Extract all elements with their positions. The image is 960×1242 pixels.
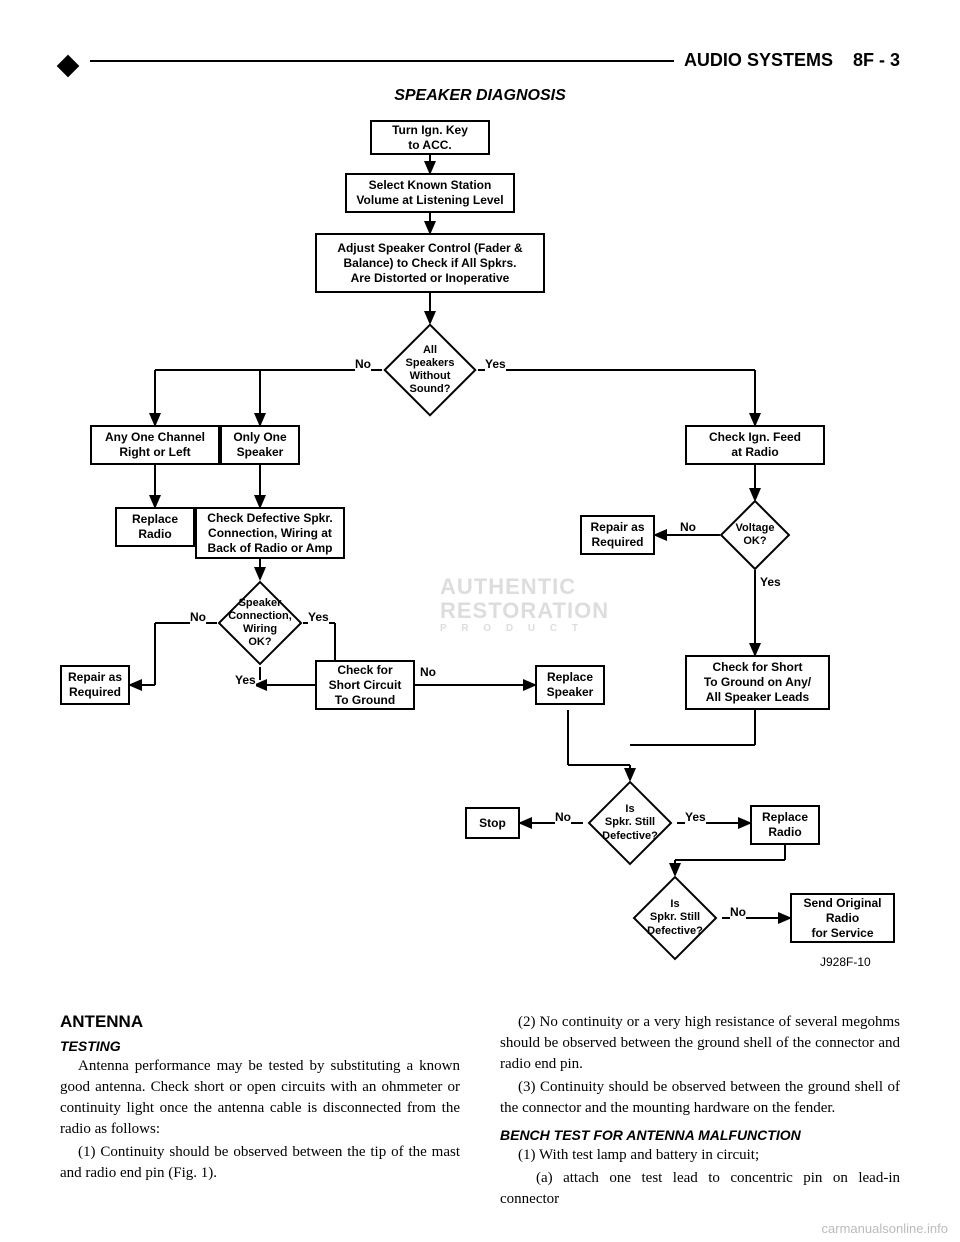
decision-wiring-ok [218,581,303,666]
node-replace-speaker: ReplaceSpeaker [535,665,605,705]
node-replace-radio-2: ReplaceRadio [750,805,820,845]
node-send-radio: Send OriginalRadiofor Service [790,893,895,943]
decision-all-speakers [383,323,476,416]
node-stop: Stop [465,807,520,839]
figure-label: J928F-10 [820,955,871,969]
node-check-short: Check forShort CircuitTo Ground [315,660,415,710]
flowchart: AUTHENTIC RESTORATION P R O D U C T [60,115,900,985]
header-text: AUDIO SYSTEMS 8F - 3 [674,50,900,71]
column-left: ANTENNA TESTING Antenna performance may … [60,1012,460,1212]
decision-still-defective-2 [633,876,718,961]
edge-no-4: No [680,520,696,534]
footer-watermark: carmanualsonline.info [822,1221,948,1236]
edge-no-3: No [420,665,436,679]
body-text: ANTENNA TESTING Antenna performance may … [60,1012,900,1212]
para-3: (2) No continuity or a very high resista… [500,1012,900,1075]
bench-test-heading: BENCH TEST FOR ANTENNA MALFUNCTION [500,1127,900,1143]
watermark-sub: P R O D U C T [440,623,609,634]
column-right: (2) No continuity or a very high resista… [500,1012,900,1212]
node-select-station: Select Known StationVolume at Listening … [345,173,515,213]
node-replace-radio-1: ReplaceRadio [115,507,195,547]
node-check-defective: Check Defective Spkr.Connection, Wiring … [195,507,345,559]
decision-voltage-ok [720,500,791,571]
node-repair-1: Repair asRequired [60,665,130,705]
antenna-heading: ANTENNA [60,1012,460,1032]
edge-yes-4: Yes [760,575,781,589]
edge-yes-3: Yes [235,673,256,687]
node-check-ign: Check Ign. Feedat Radio [685,425,825,465]
para-4: (3) Continuity should be observed betwee… [500,1077,900,1119]
section-label: AUDIO SYSTEMS [684,50,833,70]
testing-heading: TESTING [60,1038,460,1054]
page-header: AUDIO SYSTEMS 8F - 3 [60,60,900,62]
para-5: (1) With test lamp and battery in circui… [500,1145,900,1166]
node-turn-key: Turn Ign. Keyto ACC. [370,120,490,155]
node-check-short-ground: Check for ShortTo Ground on Any/All Spea… [685,655,830,710]
para-2: (1) Continuity should be observed betwee… [60,1142,460,1184]
page: AUDIO SYSTEMS 8F - 3 SPEAKER DIAGNOSIS A… [0,0,960,1242]
watermark: AUTHENTIC RESTORATION P R O D U C T [440,575,609,634]
watermark-line2: RESTORATION [440,599,609,623]
diagram-title: SPEAKER DIAGNOSIS [60,87,900,105]
node-any-channel: Any One ChannelRight or Left [90,425,220,465]
edge-no-6: No [730,905,746,919]
para-1: Antenna performance may be tested by sub… [60,1056,460,1140]
decision-still-defective-1 [588,781,673,866]
header-bullet [57,55,80,78]
edge-yes-2: Yes [308,610,329,624]
node-adjust-control: Adjust Speaker Control (Fader &Balance) … [315,233,545,293]
page-label: 8F - 3 [853,50,900,70]
node-only-one: Only OneSpeaker [220,425,300,465]
edge-no: No [355,357,371,371]
para-6: (a) attach one test lead to concentric p… [500,1168,900,1210]
edge-no-2: No [190,610,206,624]
watermark-line1: AUTHENTIC [440,575,609,599]
edge-yes: Yes [485,357,506,371]
edge-yes-5: Yes [685,810,706,824]
node-repair-2: Repair asRequired [580,515,655,555]
edge-no-5: No [555,810,571,824]
